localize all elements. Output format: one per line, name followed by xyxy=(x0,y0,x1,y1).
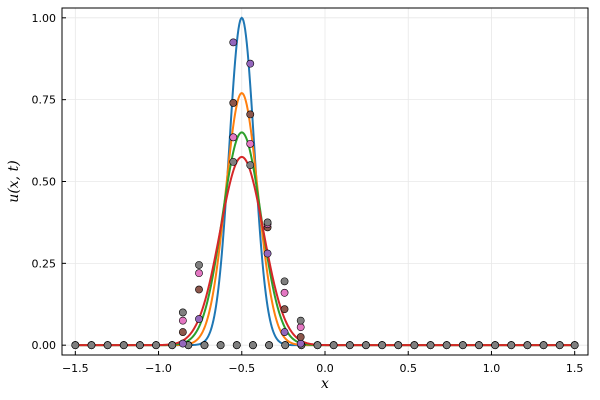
sample-point xyxy=(296,323,305,332)
sample-point xyxy=(249,341,257,350)
x-tick-label: −1.0 xyxy=(145,362,172,375)
sample-point xyxy=(229,38,238,47)
x-tick-label: −1.5 xyxy=(62,362,89,375)
sample-point xyxy=(491,341,500,350)
sample-point xyxy=(168,341,177,350)
sample-point xyxy=(103,341,112,350)
sample-point xyxy=(313,341,322,350)
y-axis-label: u(x, t) xyxy=(6,160,22,202)
sample-point xyxy=(345,341,354,350)
sample-point xyxy=(394,341,403,350)
sample-point xyxy=(195,269,203,278)
y-tick-label: 0.50 xyxy=(32,176,57,189)
x-tick-label: 0.5 xyxy=(399,362,417,375)
y-tick-label: 0.00 xyxy=(32,339,57,352)
sample-point xyxy=(195,315,203,323)
sample-point xyxy=(570,341,579,350)
sample-point xyxy=(178,316,187,325)
y-tick-label: 1.00 xyxy=(32,12,57,25)
x-tick-label: −0.5 xyxy=(228,362,255,375)
sample-point xyxy=(458,341,467,350)
sample-point xyxy=(246,110,255,119)
sample-point xyxy=(178,328,187,336)
sample-point xyxy=(362,341,370,350)
x-tick-label: 1.5 xyxy=(566,362,584,375)
sample-point xyxy=(378,341,386,350)
sample-point xyxy=(442,341,451,350)
sample-point xyxy=(265,341,273,350)
x-axis-label: x xyxy=(321,376,329,392)
sample-point xyxy=(195,261,203,269)
sample-point xyxy=(475,341,483,350)
axis-ticks: −1.5 −1.0 −0.5 0.0 0.5 1.0 1.5 0.00 0.25 0.50 0.75… xyxy=(32,12,584,375)
sample-point xyxy=(263,249,272,258)
x-tick-label: 0.0 xyxy=(316,362,334,375)
sample-point xyxy=(507,341,516,350)
sample-point xyxy=(296,333,305,341)
sample-point xyxy=(410,341,419,350)
sample-point xyxy=(200,341,209,350)
sample-points xyxy=(71,38,579,350)
sample-point xyxy=(280,277,289,286)
sample-point xyxy=(216,341,225,350)
sample-point xyxy=(246,139,255,148)
x-tick-label: 1.0 xyxy=(483,362,501,375)
sample-point xyxy=(296,339,305,348)
sample-point xyxy=(152,341,160,350)
sample-point xyxy=(555,341,564,350)
sample-point xyxy=(178,339,187,348)
sample-point xyxy=(281,341,290,350)
sample-point xyxy=(246,59,255,68)
sample-point xyxy=(229,157,238,166)
sample-point xyxy=(71,341,80,350)
sample-point xyxy=(426,341,435,350)
y-tick-label: 0.25 xyxy=(32,257,57,270)
y-tick-label: 0.75 xyxy=(32,94,57,107)
sample-point xyxy=(232,341,241,350)
sample-point xyxy=(246,161,255,170)
sample-point xyxy=(229,99,238,107)
sample-point xyxy=(136,341,144,350)
sample-point xyxy=(119,341,128,350)
sample-point xyxy=(229,133,238,142)
sample-point xyxy=(195,285,203,294)
sample-point xyxy=(87,341,96,350)
sample-point xyxy=(280,288,289,297)
grid-lines xyxy=(62,8,588,355)
sample-point xyxy=(263,218,272,227)
sample-point xyxy=(280,305,289,314)
sample-point xyxy=(329,341,338,350)
sample-point xyxy=(296,316,305,325)
sample-point xyxy=(523,341,532,350)
sample-point xyxy=(280,328,289,336)
sample-point xyxy=(539,341,548,350)
sample-point xyxy=(178,308,187,317)
